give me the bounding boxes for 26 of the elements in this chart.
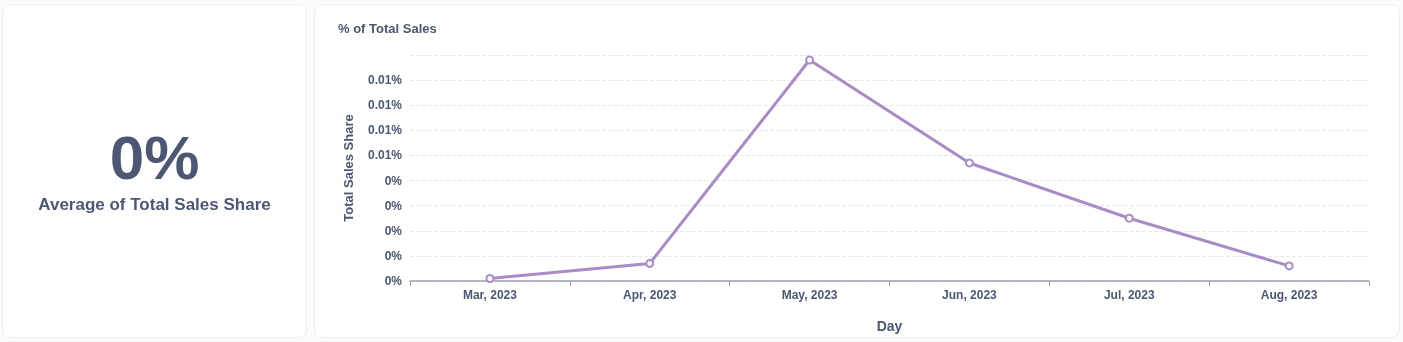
text: Average of Total Sales Share <box>38 195 271 215</box>
x-tick-label: May, 2023 <box>781 288 838 302</box>
x-tick-label: Mar, 2023 <box>462 288 518 302</box>
y-tick-label: 0.01% <box>367 148 403 163</box>
y-tick-label: 0% <box>384 223 403 238</box>
y-tick-label: 0% <box>384 274 403 288</box>
y-axis-title: Total Sales Share <box>341 114 356 222</box>
y-tick-label: 0.01% <box>367 73 403 88</box>
point <box>1284 261 1294 271</box>
y-tick-label: 0.01% <box>367 98 403 113</box>
point <box>964 158 974 168</box>
y-tick-label: 0.01% <box>367 123 403 138</box>
x-tick-label: Jun, 2023 <box>942 288 998 302</box>
y-tick-label: 0% <box>384 173 403 188</box>
point <box>485 273 495 283</box>
point <box>805 55 815 65</box>
y-tick-label: 0% <box>384 248 403 263</box>
x-tick-label: Aug, 2023 <box>1260 288 1318 302</box>
x-axis-title: Day <box>876 318 903 334</box>
text: 0% <box>109 123 200 192</box>
x-tick-label: Jul, 2023 <box>1103 288 1155 302</box>
y-tick-label: 0% <box>384 198 403 213</box>
chart-title: % of Total Sales <box>338 21 437 36</box>
x-tick-label: Apr, 2023 <box>623 288 677 302</box>
point <box>1124 213 1134 223</box>
point <box>645 258 655 268</box>
